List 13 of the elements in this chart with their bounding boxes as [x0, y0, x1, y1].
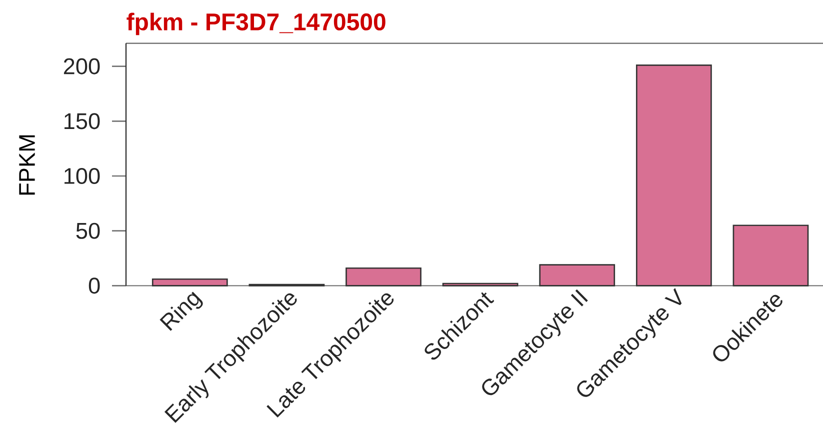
- bar: [636, 64, 712, 286]
- bar: [442, 282, 518, 286]
- bar: [732, 224, 809, 286]
- bar: [152, 278, 228, 286]
- y-tick-label: 150: [64, 113, 100, 130]
- bar: [539, 264, 616, 286]
- y-tick-label: 0: [88, 278, 100, 294]
- y-axis-title: FPKM: [19, 135, 35, 195]
- chart-title: fpkm - PF3D7_1470500: [126, 12, 386, 36]
- y-tick-label: 50: [76, 222, 100, 239]
- y-tick-label: 200: [64, 58, 100, 74]
- bar: [346, 267, 422, 286]
- y-tick-label: 100: [64, 168, 100, 184]
